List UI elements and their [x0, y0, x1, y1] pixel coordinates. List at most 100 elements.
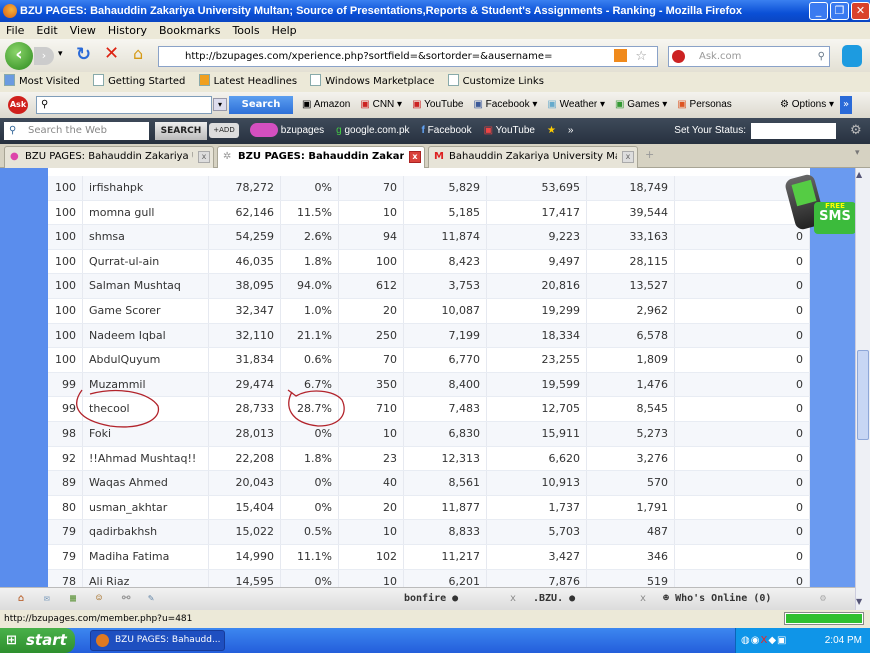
username-cell[interactable]: AbdulQuyum — [83, 348, 209, 372]
tab-list-icon[interactable]: ▾ — [855, 148, 860, 158]
new-tab-button[interactable]: + — [645, 148, 655, 161]
forward-button[interactable]: › — [34, 47, 54, 65]
overflow-chevron-icon[interactable]: » — [840, 96, 852, 114]
username-cell[interactable]: Game Scorer — [83, 299, 209, 323]
minimize-button[interactable]: _ — [809, 2, 828, 20]
google-link[interactable]: g google.com.pk — [336, 125, 410, 136]
web-search-input[interactable]: ⚲ Search the Web — [4, 122, 149, 140]
menu-history[interactable]: History — [107, 24, 147, 37]
username-cell[interactable]: Madiha Fatima — [83, 545, 209, 569]
scrollbar-thumb[interactable] — [857, 350, 869, 440]
history-dropdown-icon[interactable]: ▾ — [58, 49, 63, 59]
weather-link[interactable]: ▣ Weather ▾ — [547, 99, 606, 110]
facebook-link[interactable]: f Facebook — [421, 125, 472, 136]
close-icon[interactable]: x — [510, 593, 517, 604]
search-icon[interactable]: ⚲ — [817, 51, 825, 62]
bookmark-star-icon[interactable]: ☆ — [635, 49, 647, 64]
username-cell[interactable]: shmsa — [83, 225, 209, 249]
username-cell[interactable]: usman_akhtar — [83, 495, 209, 520]
amazon-link[interactable]: ▣ Amazon — [302, 99, 351, 110]
username-cell[interactable]: momna gull — [83, 200, 209, 225]
scroll-down-icon[interactable]: ▼ — [856, 597, 863, 606]
username-cell[interactable]: thecool — [83, 397, 209, 421]
stop-icon[interactable]: ✕ — [104, 43, 120, 64]
maximize-button[interactable]: ❐ — [830, 2, 849, 20]
settings-gear-icon[interactable]: ⚙ — [820, 593, 827, 604]
tab-close-icon[interactable]: x — [409, 151, 421, 163]
username-cell[interactable]: Muzammil — [83, 372, 209, 397]
free-sms-badge[interactable]: FREE SMS — [780, 172, 856, 236]
back-button[interactable]: ‹ — [5, 42, 33, 70]
skype-icon[interactable] — [842, 45, 862, 67]
menu-tools[interactable]: Tools — [232, 24, 260, 37]
menu-edit[interactable]: Edit — [36, 24, 58, 37]
ask-search-input[interactable]: ⚲ — [36, 96, 212, 114]
menu-help[interactable]: Help — [271, 24, 297, 37]
username-cell[interactable]: Foki — [83, 422, 209, 446]
options-button[interactable]: ⚙ Options ▾ — [779, 99, 834, 110]
username-cell[interactable]: Nadeem Iqbal — [83, 323, 209, 348]
bookmark-latest-headlines[interactable]: Latest Headlines — [198, 74, 297, 87]
menu-bookmarks[interactable]: Bookmarks — [158, 24, 221, 37]
ask-dropdown-icon[interactable]: ▾ — [213, 98, 227, 111]
photos-icon[interactable]: ▦ — [70, 593, 77, 604]
close-icon[interactable]: x — [640, 593, 647, 604]
url-input[interactable]: http://bzupages.com/xperience.php?sortfi… — [158, 46, 658, 67]
tab-close-icon[interactable]: x — [622, 151, 634, 163]
menu-view[interactable]: View — [69, 24, 96, 37]
cnn-link[interactable]: ▣ CNN ▾ — [360, 99, 403, 110]
link-icon[interactable]: ⚯ — [122, 593, 131, 604]
taskbar-item-firefox[interactable]: BZU PAGES: Bahaudd... — [90, 630, 225, 651]
ask-engine-icon[interactable] — [672, 50, 685, 63]
value-cell: 13,527 — [587, 274, 675, 298]
bzu-tab[interactable]: .BZU. ● — [533, 593, 576, 604]
tab-close-icon[interactable]: x — [198, 151, 210, 163]
tray-icons[interactable]: ◍◉X◆▣ — [741, 635, 788, 646]
home-icon[interactable]: ⌂ — [133, 44, 144, 63]
value-cell: 3,753 — [404, 274, 487, 298]
tab-bzu-pages-1[interactable]: ●BZU PAGES: Bahauddin Zakariya Univer...… — [4, 146, 214, 168]
more-chevron[interactable]: » — [567, 125, 574, 136]
menu-file[interactable]: File — [6, 24, 25, 37]
games-link[interactable]: ▣ Games ▾ — [615, 99, 668, 110]
close-button[interactable]: ✕ — [851, 2, 870, 20]
ask-search-button[interactable]: Search — [229, 96, 293, 114]
start-button[interactable]: ⊞ start — [0, 628, 75, 653]
bonfire-tab[interactable]: bonfire ● — [404, 593, 459, 604]
username-cell[interactable]: irfishahpk — [83, 176, 209, 200]
youtube-link[interactable]: ▣ YouTube — [483, 125, 535, 136]
aim-icon[interactable]: ★ — [546, 125, 556, 136]
username-cell[interactable]: qadirbakhsh — [83, 520, 209, 544]
personas-link[interactable]: ▣ Personas — [677, 99, 732, 110]
username-cell[interactable]: Ali Riaz — [83, 569, 209, 594]
friends-icon[interactable]: ☺ — [96, 593, 103, 604]
page-content: 100 irfishahpk 78,272 0% 70 5,829 53,695 18,749… — [0, 168, 855, 610]
facebook-link[interactable]: ▣ Facebook ▾ — [473, 99, 538, 110]
wrench-icon[interactable]: ✎ — [148, 593, 155, 604]
bookmark-getting-started[interactable]: Getting Started — [93, 74, 185, 87]
count-cell: 40 — [339, 471, 404, 495]
mail-icon[interactable]: ✉ — [44, 593, 51, 604]
web-search-button[interactable]: SEARCH — [155, 122, 207, 140]
gear-icon[interactable]: ⚙ — [850, 123, 862, 138]
bookmark-customize-links[interactable]: Customize Links — [447, 74, 544, 87]
username-cell[interactable]: Salman Mushtaq — [83, 274, 209, 298]
username-cell[interactable]: Qurrat-ul-ain — [83, 249, 209, 274]
bzupages-link[interactable]: bzupages — [250, 118, 324, 144]
status-input[interactable] — [751, 123, 836, 139]
bookmark-most-visited[interactable]: Most Visited — [4, 74, 80, 87]
scroll-up-icon[interactable]: ▲ — [856, 170, 863, 179]
reload-icon[interactable]: ↻ — [76, 44, 92, 65]
tab-bzu-pages-active[interactable]: ✲BZU PAGES: Bahauddin Zakariya ...x — [217, 146, 425, 168]
rss-icon[interactable] — [614, 49, 627, 62]
search-engine-input[interactable]: Ask.com ⚲ — [668, 46, 830, 67]
home-icon[interactable]: ⌂ — [18, 593, 25, 604]
add-button[interactable]: +ADD — [209, 123, 239, 138]
username-cell[interactable]: Waqas Ahmed — [83, 471, 209, 495]
username-cell[interactable]: !!Ahmad Mushtaq!! — [83, 446, 209, 471]
youtube-link[interactable]: ▣ YouTube — [412, 99, 464, 110]
youtube-icon: ▣ — [483, 125, 494, 136]
bookmark-windows-marketplace[interactable]: Windows Marketplace — [310, 74, 434, 87]
whos-online-button[interactable]: ☻ Who's Online (0) — [663, 593, 772, 604]
